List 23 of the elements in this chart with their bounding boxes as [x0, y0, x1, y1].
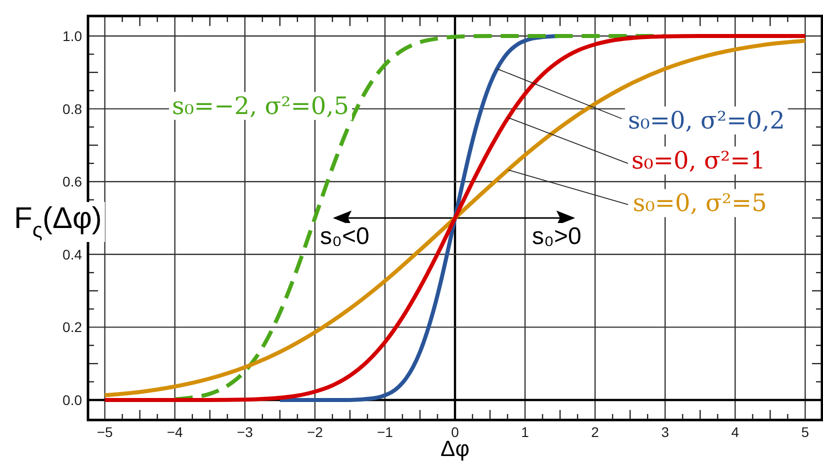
series-label: s₀=−2, σ²=0,5 [172, 92, 350, 120]
x-tick-label: −4 [166, 424, 184, 440]
y-tick-label: 0.4 [62, 246, 82, 262]
y-tick-label: 1.0 [62, 28, 82, 44]
y-tick-label: 0.8 [62, 100, 82, 117]
y-tick-label: 0.6 [62, 174, 82, 190]
y-tick-label: 0.2 [62, 319, 82, 336]
x-tick-label: 2 [591, 424, 600, 440]
x-tick-label: 1 [521, 424, 530, 440]
x-tick-label: 3 [661, 424, 670, 440]
y-axis-title: F$_{ς}$(Δφ) [14, 202, 102, 242]
x-tick-label: −1 [376, 424, 394, 440]
text: s₀=0, σ²=5 [632, 189, 767, 218]
x-tick-label: −3 [236, 424, 254, 440]
x-tick-label: −5 [96, 424, 113, 440]
x-tick-label: 4 [731, 424, 740, 440]
annotation: s₀>0 [532, 223, 582, 250]
annotation: s₀<0 [320, 223, 370, 250]
text: s₀=0, σ²=1 [631, 146, 766, 174]
x-tick-label: 5 [801, 424, 810, 440]
text: s₀=0, σ²=0,2 [628, 106, 785, 134]
y-tick-label: 0.0 [62, 392, 82, 408]
x-tick-label: −2 [306, 424, 324, 440]
